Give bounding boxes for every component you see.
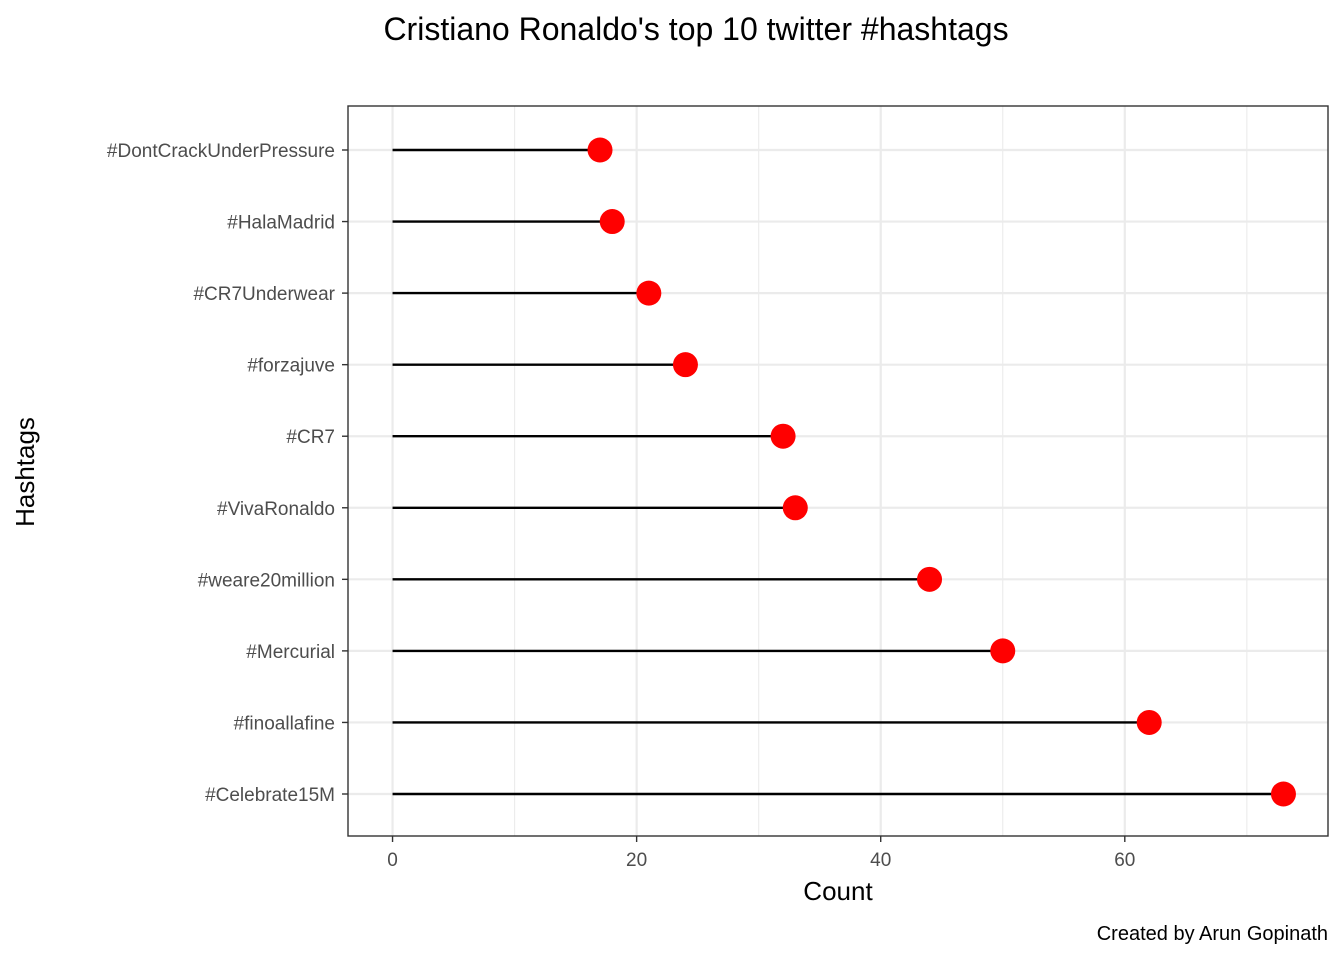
y-tick-label: #Mercurial bbox=[246, 642, 335, 663]
lollipop-point bbox=[587, 137, 613, 163]
lollipop-point bbox=[917, 566, 943, 592]
x-axis: 0 20 40 60 bbox=[387, 836, 1135, 871]
x-tick-label: 20 bbox=[626, 850, 647, 871]
x-tick-label: 60 bbox=[1114, 850, 1135, 871]
y-axis: #DontCrackUnderPressure #HalaMadrid #CR7Un… bbox=[107, 141, 348, 806]
y-tick-label: #forzajuve bbox=[247, 356, 335, 377]
x-tick-label: 40 bbox=[870, 850, 891, 871]
lollipop-points bbox=[587, 137, 1296, 807]
y-tick-label: #CR7 bbox=[286, 427, 335, 448]
lollipop-point bbox=[599, 209, 625, 235]
panel-border bbox=[347, 105, 1329, 837]
lollipop-point bbox=[1136, 709, 1162, 735]
chart-title: Cristiano Ronaldo's top 10 twitter #hash… bbox=[383, 11, 1008, 47]
y-tick-label: #VivaRonaldo bbox=[217, 499, 335, 520]
grid-lines bbox=[348, 106, 1328, 836]
y-tick-label: #HalaMadrid bbox=[227, 213, 335, 234]
x-axis-title: Count bbox=[803, 876, 873, 906]
lollipop-point bbox=[770, 423, 796, 449]
lollipop-point bbox=[636, 280, 662, 306]
lollipop-stems bbox=[392, 148, 1284, 796]
lollipop-point bbox=[672, 352, 698, 378]
lollipop-point bbox=[782, 495, 808, 521]
lollipop-point bbox=[990, 638, 1016, 664]
chart-caption: Created by Arun Gopinath bbox=[1097, 923, 1328, 945]
y-tick-label: #Celebrate15M bbox=[205, 785, 335, 806]
x-tick-label: 0 bbox=[387, 850, 398, 871]
lollipop-point bbox=[1270, 781, 1296, 807]
y-tick-label: #finoallafine bbox=[234, 713, 335, 734]
y-tick-label: #CR7Underwear bbox=[193, 284, 335, 305]
y-axis-title: Hashtags bbox=[10, 417, 40, 527]
y-tick-label: #DontCrackUnderPressure bbox=[107, 141, 335, 162]
y-tick-label: #weare20million bbox=[198, 570, 335, 591]
